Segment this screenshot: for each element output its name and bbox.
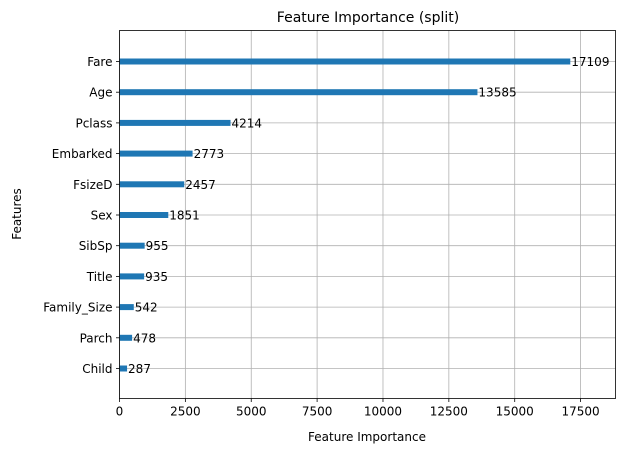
plot-frame (119, 30, 616, 399)
bar-Family_Size (119, 304, 134, 311)
data-label-Pclass: 4214 (232, 116, 263, 130)
y-tick-label-Embarked: Embarked (52, 147, 113, 161)
bar-Child (119, 365, 128, 372)
y-tick-label-Child: Child (82, 362, 112, 376)
data-label-SibSp: 955 (146, 239, 169, 253)
x-tick-label-7500: 7500 (302, 405, 333, 419)
x-tick-label-17500: 17500 (561, 405, 599, 419)
data-label-Family_Size: 542 (135, 301, 158, 315)
x-tick-label-10000: 10000 (364, 405, 402, 419)
y-tick-label-Age: Age (89, 86, 112, 100)
data-label-Title: 935 (145, 270, 168, 284)
y-tick-label-Parch: Parch (80, 331, 113, 345)
bar-Sex (119, 212, 169, 218)
y-axis-label: Features (10, 188, 24, 240)
bar-FsizeD (119, 181, 185, 188)
x-tick-label-0: 0 (116, 405, 124, 419)
data-label-FsizeD: 2457 (185, 178, 216, 192)
y-tick-label-Sex: Sex (91, 209, 113, 223)
y-tick-label-Pclass: Pclass (75, 116, 112, 130)
y-tick-label-Fare: Fare (87, 55, 112, 69)
x-tick-label-12500: 12500 (430, 405, 468, 419)
data-label-Child: 287 (128, 362, 151, 376)
data-label-Sex: 1851 (169, 209, 200, 223)
data-label-Fare: 17109 (571, 55, 609, 69)
chart-title: Feature Importance (split) (277, 10, 459, 26)
bar-Fare (119, 58, 571, 65)
x-tick-label-5000: 5000 (236, 405, 267, 419)
bar-SibSp (119, 242, 145, 249)
bars-group: 287 478 542 935 955 1851 2457 2773 4214 13585 1710… (119, 55, 609, 376)
axes-group: 0 2500 5000 7500 10000 12500 15000 17500 Child Pa… (43, 55, 599, 419)
y-tick-label-Family_Size: Family_Size (43, 301, 112, 315)
y-tick-label-Title: Title (86, 270, 113, 284)
bar-Age (119, 89, 478, 96)
bar-Title (119, 273, 145, 280)
data-label-Age: 13585 (478, 86, 516, 100)
bar-Parch (119, 334, 133, 341)
data-label-Parch: 478 (133, 331, 156, 345)
bar-Embarked (119, 150, 193, 157)
x-tick-label-15000: 15000 (496, 405, 534, 419)
bar-Pclass (119, 119, 231, 126)
x-tick-label-2500: 2500 (170, 405, 201, 419)
y-tick-label-SibSp: SibSp (79, 239, 113, 253)
y-tick-label-FsizeD: FsizeD (73, 178, 112, 192)
data-label-Embarked: 2773 (194, 147, 225, 161)
x-axis-label: Feature Importance (308, 430, 426, 444)
